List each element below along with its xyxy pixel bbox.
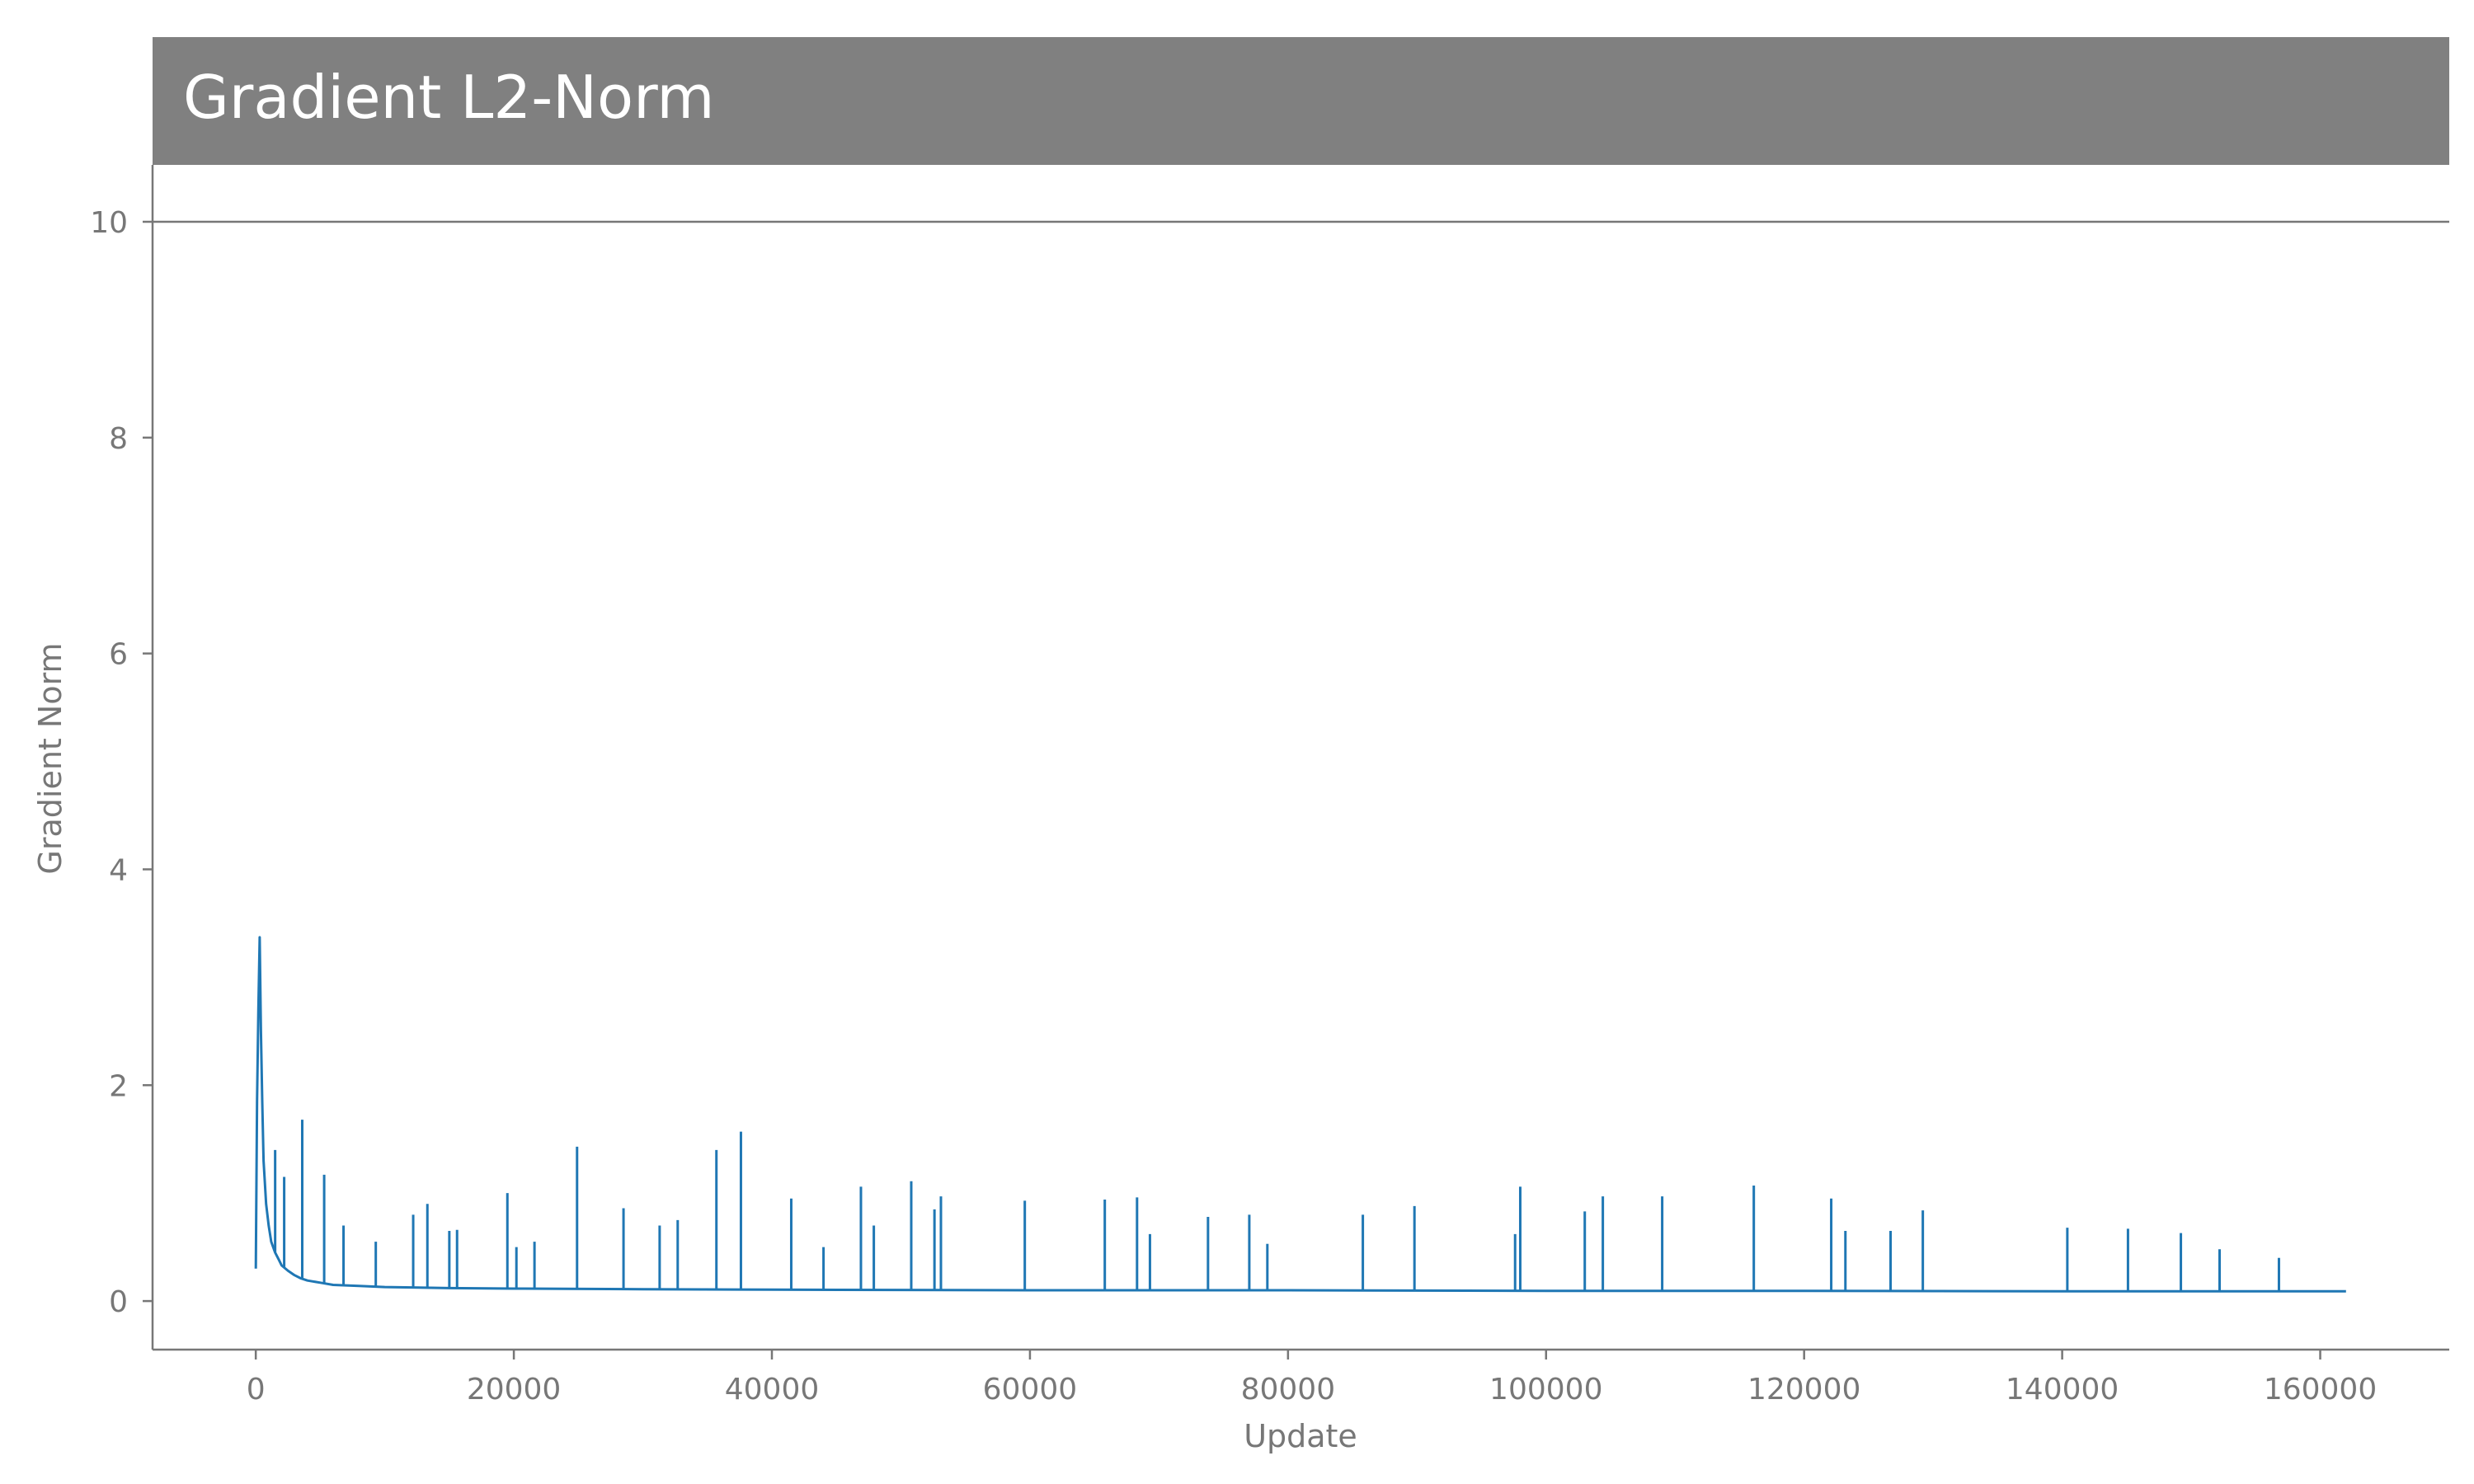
title-bar <box>153 37 2449 165</box>
x-tick-label: 80000 <box>1241 1373 1336 1407</box>
y-tick-label: 0 <box>109 1285 128 1319</box>
y-tick-label: 10 <box>90 206 128 240</box>
x-tick-label: 100000 <box>1489 1373 1602 1407</box>
x-tick-label: 160000 <box>2264 1373 2377 1407</box>
axes <box>151 165 2449 1351</box>
x-tick-label: 0 <box>247 1373 266 1407</box>
gradient-norm-series-line <box>254 936 2346 1293</box>
y-tick-label: 8 <box>109 422 128 456</box>
x-axis-label: Update <box>1244 1418 1357 1454</box>
y-axis-ticks: 0 2 4 6 8 10 <box>90 206 153 1319</box>
chart-title: Gradient L2-Norm <box>183 63 715 132</box>
x-tick-label: 60000 <box>983 1373 1078 1407</box>
x-axis-ticks: 0 20000 40000 60000 80000 100000 120000 140000 1… <box>247 1350 2377 1407</box>
y-tick-label: 6 <box>109 638 128 672</box>
y-tick-label: 4 <box>109 853 128 887</box>
x-tick-label: 40000 <box>725 1373 820 1407</box>
x-tick-label: 120000 <box>1747 1373 1860 1407</box>
y-tick-label: 2 <box>109 1069 128 1103</box>
x-tick-label: 20000 <box>467 1373 562 1407</box>
x-tick-label: 140000 <box>2006 1373 2119 1407</box>
gradient-norm-spikes <box>274 1120 2280 1292</box>
y-axis-label: Gradient Norm <box>32 642 68 874</box>
